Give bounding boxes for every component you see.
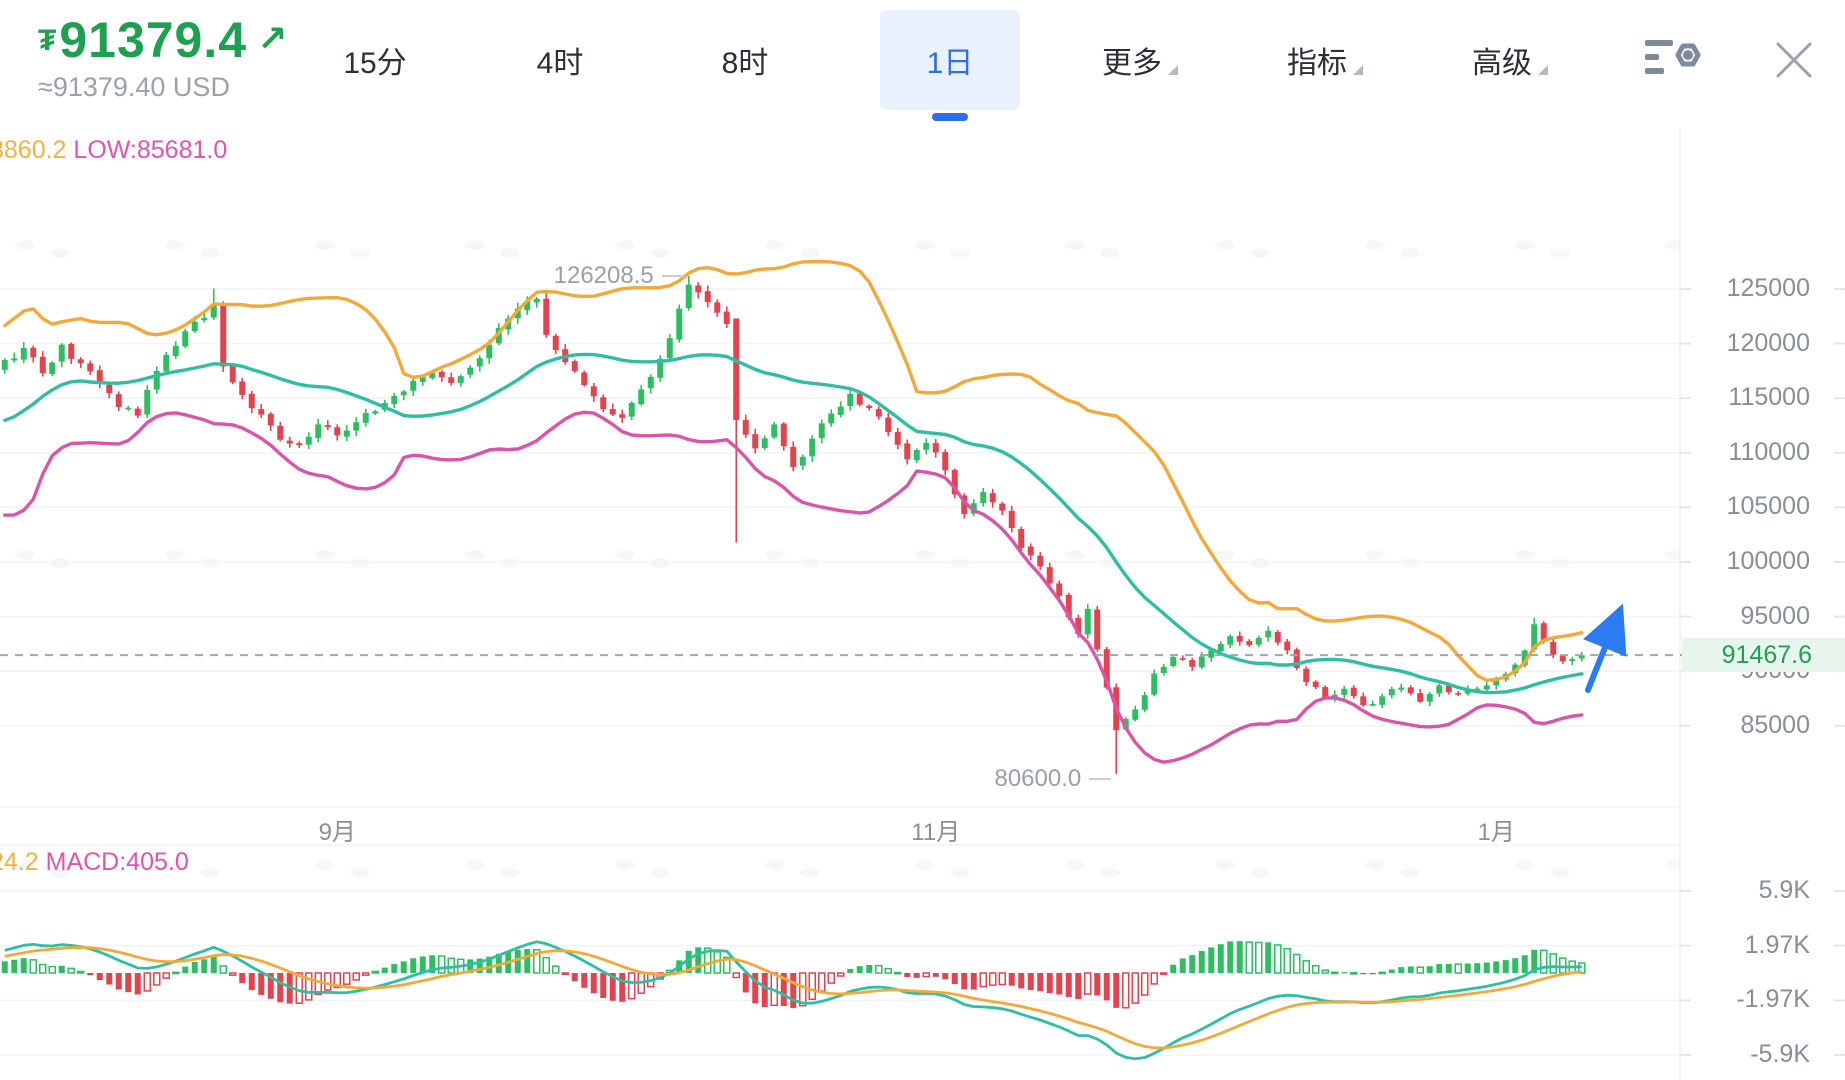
annotation-dash	[1089, 777, 1112, 780]
gridlines	[0, 130, 1845, 1080]
macd-dea-line	[4, 946, 1582, 1050]
macd-dif-line	[4, 940, 1582, 1061]
price-value: 91379.4	[59, 12, 248, 68]
price-up-arrow-icon: ↗	[257, 18, 288, 59]
price-axis-label: 85000	[1740, 710, 1810, 739]
tab-4时[interactable]: 4时	[537, 0, 584, 120]
low-annotation-value: 80600.0	[994, 764, 1082, 792]
tab-15分[interactable]: 15分	[343, 0, 406, 120]
tab-label: 8时	[721, 47, 769, 80]
macd-axis-label: -5.9K	[1750, 1040, 1810, 1068]
annotation-dash	[661, 274, 684, 277]
chart-settings-icon[interactable]	[1643, 32, 1703, 92]
price-usd-approx: ≈91379.40 USD	[38, 72, 230, 102]
time-axis-label: 9月	[318, 819, 356, 846]
last-price-tag: 91467.6	[1682, 638, 1845, 673]
selected-tab-indicator	[932, 113, 968, 121]
boll-lower-line	[3, 410, 1584, 764]
time-axis-label: 11月	[911, 819, 961, 846]
close-icon[interactable]	[1770, 36, 1818, 84]
tab-label: 1日	[926, 47, 974, 80]
high-annotation: 126208.5	[554, 262, 684, 290]
high-annotation-value: 126208.5	[553, 261, 654, 289]
time-axis-label: 1月	[1477, 819, 1515, 846]
macd-layer	[1, 940, 1586, 1061]
trend-arrow-annotation	[1583, 603, 1627, 693]
tab-8时[interactable]: 8时	[722, 0, 769, 120]
dropdown-caret-icon	[1538, 65, 1548, 75]
macd-dea-value: 24.2	[0, 848, 39, 876]
tab-label: 更多	[1102, 47, 1162, 80]
boll-upper-line	[3, 259, 1584, 682]
macd-axis-label: 1.97K	[1744, 930, 1810, 959]
tab-label: 指标	[1287, 47, 1347, 80]
low-annotation: 80600.0	[994, 764, 1112, 793]
dropdown-caret-icon	[1168, 65, 1178, 75]
macd-axis-label: -1.97K	[1736, 985, 1810, 1014]
tab-高级[interactable]: 高级	[1472, 0, 1548, 120]
price-block: ₮ 91379.4 ↗ ≈91379.40 USD	[38, 14, 287, 103]
price-axis-label: 120000	[1726, 328, 1810, 357]
currency-symbol: ₮	[38, 24, 57, 57]
price-axis-label: 95000	[1740, 601, 1810, 630]
chart-header: ₮ 91379.4 ↗ ≈91379.40 USD 15分 4时 8时 1日 更多 指标 高…	[0, 0, 1845, 130]
dropdown-caret-icon	[1353, 65, 1363, 75]
macd-axis-label: 5.9K	[1758, 875, 1810, 904]
macd-indicator-label: 24.2 MACD:405.0	[0, 848, 189, 877]
tab-label: 高级	[1472, 47, 1532, 80]
price-axis-label: 100000	[1726, 547, 1810, 575]
tab-1日[interactable]: 1日	[880, 10, 1020, 110]
boll-upper-value: 3860.2	[0, 136, 67, 164]
candles-layer	[1, 275, 1585, 774]
macd-value: MACD:405.0	[45, 848, 189, 876]
bollinger-layer	[3, 259, 1584, 764]
price-axis-label: 105000	[1726, 492, 1810, 521]
price-axis-label: 110000	[1728, 437, 1810, 466]
tab-指标[interactable]: 指标	[1287, 0, 1363, 120]
boll-lower-value: LOW:85681.0	[73, 136, 228, 164]
tab-更多[interactable]: 更多	[1102, 0, 1178, 120]
tab-label: 4时	[536, 47, 584, 80]
price-axis-label: 125000	[1726, 274, 1810, 302]
boll-mid-line	[3, 352, 1584, 695]
price-axis-label: 115000	[1728, 383, 1810, 412]
tab-label: 15分	[343, 47, 407, 80]
current-price: ₮ 91379.4 ↗	[38, 14, 287, 66]
boll-indicator-label: 3860.2 LOW:85681.0	[0, 136, 227, 165]
